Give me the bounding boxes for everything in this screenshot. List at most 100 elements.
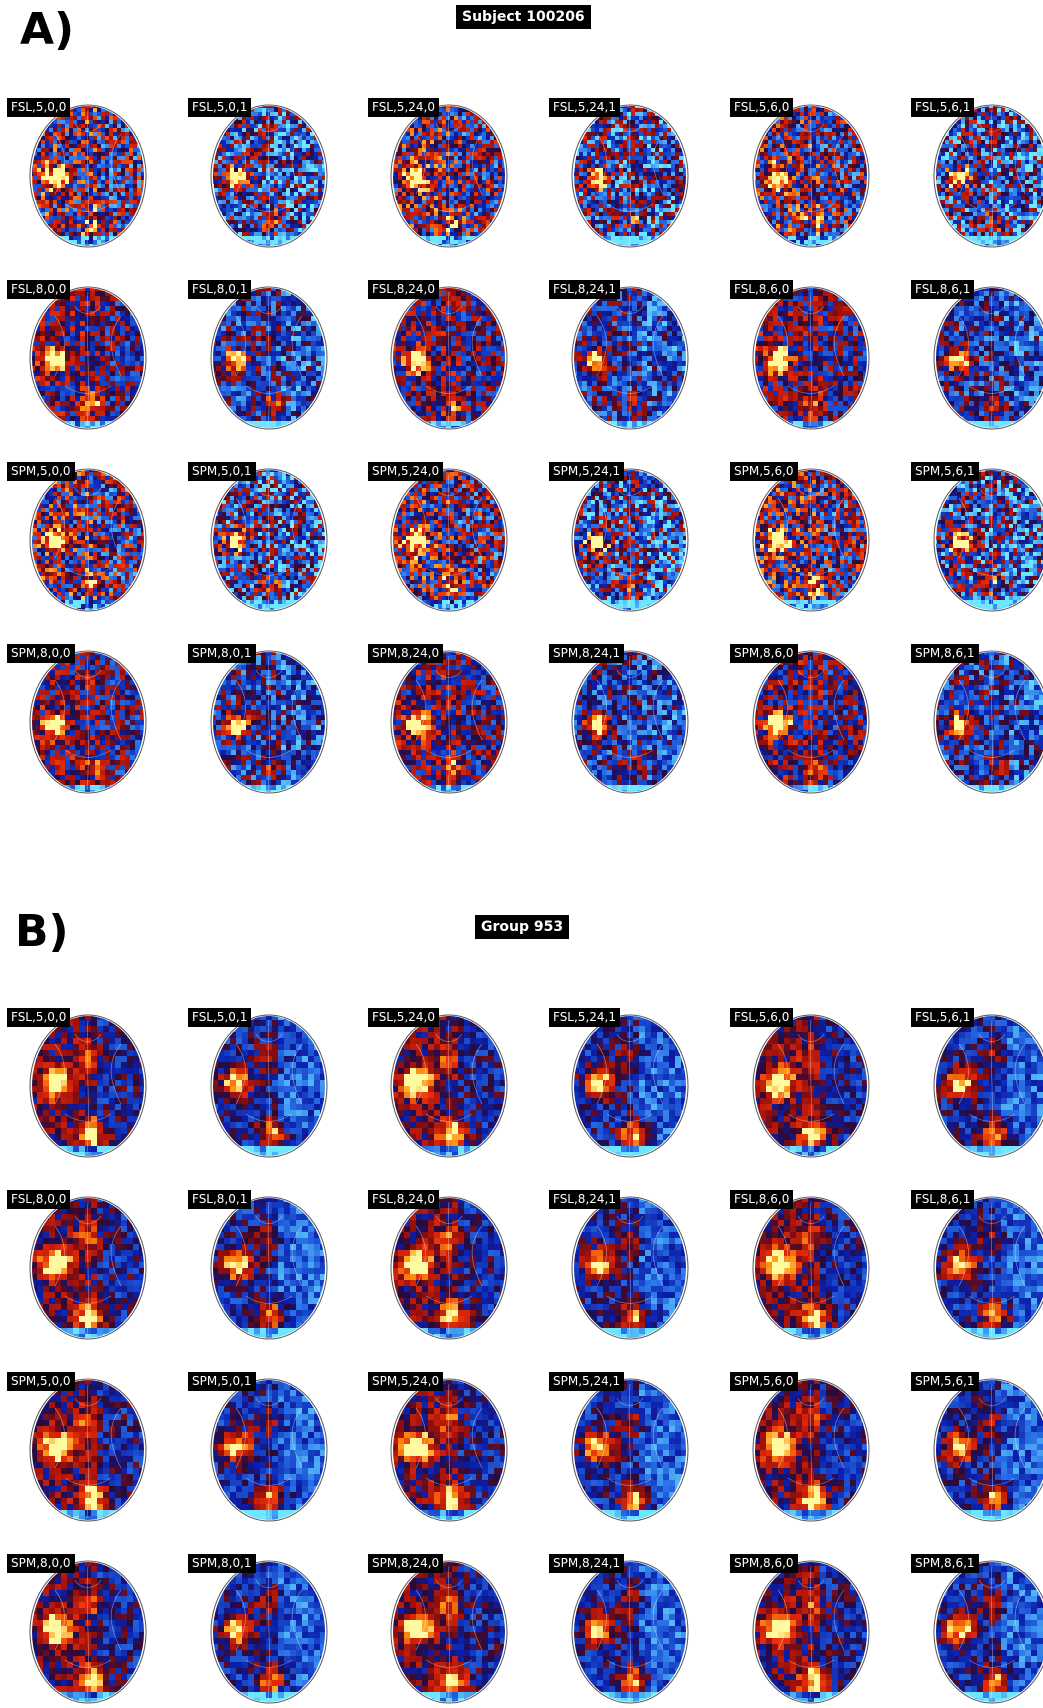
pipeline-label: SPM,8,0,1 (188, 1554, 256, 1573)
brain-slice-image (752, 286, 870, 430)
brain-slice-image (210, 1378, 328, 1522)
brain-map-cell: SPM,8,6,1 (911, 1554, 1043, 1704)
pipeline-label: SPM,8,0,0 (7, 1554, 75, 1573)
brain-slice-image (210, 1560, 328, 1704)
brain-map-cell: SPM,8,6,0 (730, 1554, 870, 1704)
brain-slice-image (29, 1378, 147, 1522)
brain-map-cell: SPM,5,24,1 (549, 1372, 689, 1522)
brain-slice-image (210, 104, 328, 248)
pipeline-label: FSL,5,24,0 (368, 1008, 439, 1027)
brain-map-cell: FSL,8,24,0 (368, 1190, 508, 1340)
brain-map-cell: FSL,5,24,0 (368, 1008, 508, 1158)
brain-map-cell: SPM,8,0,0 (7, 644, 147, 794)
pipeline-label: SPM,8,0,1 (188, 644, 256, 663)
pipeline-label: SPM,5,24,0 (368, 462, 444, 481)
pipeline-label: SPM,8,24,1 (549, 1554, 625, 1573)
brain-map-cell: FSL,5,0,0 (7, 98, 147, 248)
pipeline-label: FSL,5,24,0 (368, 98, 439, 117)
brain-slice-image (571, 1014, 689, 1158)
panel-title: Group 953 (475, 915, 570, 939)
panel-title: Subject 100206 (456, 5, 591, 29)
brain-map-cell: SPM,8,24,1 (549, 644, 689, 794)
pipeline-label: FSL,5,6,1 (911, 98, 975, 117)
brain-slice-image (29, 650, 147, 794)
pipeline-label: SPM,8,6,0 (730, 1554, 798, 1573)
pipeline-label: FSL,8,0,1 (188, 1190, 252, 1209)
pipeline-label: SPM,8,24,0 (368, 1554, 444, 1573)
pipeline-label: FSL,8,6,0 (730, 280, 794, 299)
brain-map-cell: SPM,8,24,1 (549, 1554, 689, 1704)
brain-map-cell: SPM,8,6,0 (730, 644, 870, 794)
brain-map-cell: SPM,5,6,0 (730, 462, 870, 612)
pipeline-label: FSL,8,24,0 (368, 1190, 439, 1209)
pipeline-label: SPM,5,0,0 (7, 462, 75, 481)
pipeline-label: FSL,8,0,0 (7, 280, 71, 299)
pipeline-label: FSL,5,24,1 (549, 1008, 620, 1027)
brain-slice-image (752, 650, 870, 794)
brain-slice-image (210, 286, 328, 430)
panel-letter: B) (15, 910, 69, 954)
brain-map-cell: SPM,5,0,1 (188, 1372, 328, 1522)
pipeline-label: SPM,8,24,1 (549, 644, 625, 663)
brain-map-cell: FSL,5,6,1 (911, 98, 1043, 248)
brain-slice-image (390, 286, 508, 430)
pipeline-label: FSL,5,0,0 (7, 98, 71, 117)
pipeline-label: FSL,8,24,1 (549, 1190, 620, 1209)
brain-slice-image (390, 1014, 508, 1158)
brain-map-cell: SPM,5,0,1 (188, 462, 328, 612)
brain-map-cell: FSL,5,0,0 (7, 1008, 147, 1158)
brain-map-cell: SPM,5,24,0 (368, 462, 508, 612)
brain-slice-image (933, 1560, 1043, 1704)
brain-map-cell: FSL,5,0,1 (188, 1008, 328, 1158)
brain-map-cell: FSL,8,6,0 (730, 280, 870, 430)
brain-slice-image (29, 104, 147, 248)
brain-map-cell: FSL,5,0,1 (188, 98, 328, 248)
pipeline-label: FSL,8,6,0 (730, 1190, 794, 1209)
pipeline-label: FSL,5,0,1 (188, 1008, 252, 1027)
brain-slice-image (752, 1014, 870, 1158)
pipeline-label: FSL,5,6,0 (730, 1008, 794, 1027)
brain-slice-image (29, 1014, 147, 1158)
brain-map-cell: SPM,5,0,0 (7, 1372, 147, 1522)
brain-slice-image (933, 468, 1043, 612)
pipeline-label: FSL,5,0,0 (7, 1008, 71, 1027)
brain-map-cell: FSL,8,0,0 (7, 280, 147, 430)
pipeline-label: SPM,5,24,1 (549, 1372, 625, 1391)
brain-slice-image (571, 286, 689, 430)
panel-letter: A) (20, 8, 74, 52)
brain-slice-image (390, 1196, 508, 1340)
brain-map-cell: FSL,8,0,1 (188, 280, 328, 430)
pipeline-label: SPM,8,24,0 (368, 644, 444, 663)
brain-slice-image (29, 1560, 147, 1704)
pipeline-label: SPM,8,6,0 (730, 644, 798, 663)
brain-slice-image (210, 1014, 328, 1158)
pipeline-label: SPM,5,6,1 (911, 1372, 979, 1391)
brain-slice-image (571, 1560, 689, 1704)
brain-slice-image (752, 1196, 870, 1340)
brain-map-cell: FSL,8,6,1 (911, 280, 1043, 430)
brain-map-cell: SPM,8,0,0 (7, 1554, 147, 1704)
brain-map-cell: FSL,5,24,0 (368, 98, 508, 248)
pipeline-label: FSL,5,24,1 (549, 98, 620, 117)
brain-map-cell: FSL,8,0,0 (7, 1190, 147, 1340)
brain-map-cell: SPM,5,6,0 (730, 1372, 870, 1522)
brain-slice-image (933, 286, 1043, 430)
brain-slice-image (933, 650, 1043, 794)
brain-map-cell: FSL,8,24,1 (549, 1190, 689, 1340)
pipeline-label: FSL,5,0,1 (188, 98, 252, 117)
brain-map-cell: FSL,8,0,1 (188, 1190, 328, 1340)
brain-slice-image (933, 1196, 1043, 1340)
brain-map-cell: SPM,5,6,1 (911, 1372, 1043, 1522)
brain-slice-image (29, 1196, 147, 1340)
pipeline-label: FSL,8,24,1 (549, 280, 620, 299)
brain-slice-image (390, 1378, 508, 1522)
brain-slice-image (571, 1196, 689, 1340)
brain-slice-image (752, 1560, 870, 1704)
pipeline-label: SPM,5,0,1 (188, 462, 256, 481)
brain-slice-image (571, 1378, 689, 1522)
pipeline-label: FSL,8,0,0 (7, 1190, 71, 1209)
brain-map-cell: SPM,8,24,0 (368, 1554, 508, 1704)
brain-slice-image (571, 104, 689, 248)
brain-slice-image (29, 468, 147, 612)
brain-map-cell: SPM,8,0,1 (188, 1554, 328, 1704)
